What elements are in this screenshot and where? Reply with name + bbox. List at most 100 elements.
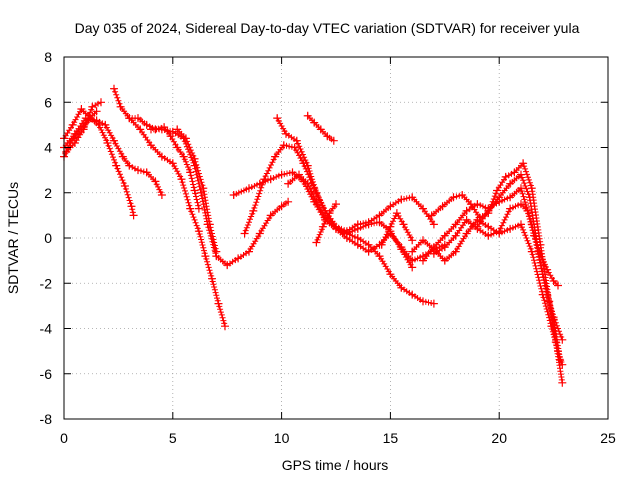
data-point xyxy=(303,161,312,170)
plus-marker xyxy=(118,174,125,181)
data-point xyxy=(120,182,129,190)
plus-marker xyxy=(212,289,219,296)
data-point xyxy=(177,175,186,184)
plus-marker xyxy=(352,233,358,240)
data-point xyxy=(408,290,417,299)
data-point xyxy=(495,193,504,202)
plus-marker xyxy=(112,159,119,166)
plus-marker xyxy=(115,97,122,104)
plus-marker xyxy=(530,254,537,261)
plus-marker xyxy=(536,254,543,261)
data-point xyxy=(353,234,362,242)
data-point xyxy=(249,206,258,215)
plus-marker xyxy=(100,132,107,139)
plus-marker xyxy=(260,179,267,186)
plus-marker xyxy=(88,116,95,123)
data-point xyxy=(419,204,427,213)
data-point xyxy=(97,98,105,107)
plus-marker xyxy=(501,216,508,223)
plus-marker xyxy=(456,192,463,199)
plus-marker xyxy=(192,158,199,165)
data-point xyxy=(125,114,134,123)
plus-marker xyxy=(213,292,220,299)
data-point xyxy=(303,179,312,188)
plus-marker xyxy=(198,179,205,186)
plus-marker xyxy=(309,178,316,185)
plus-marker xyxy=(522,232,529,239)
plus-marker xyxy=(122,185,129,192)
data-point xyxy=(332,224,340,233)
plus-marker xyxy=(548,305,555,312)
series-line xyxy=(233,171,435,305)
plus-marker xyxy=(129,209,136,216)
plus-marker xyxy=(504,195,511,202)
plus-marker xyxy=(191,216,198,223)
data-point xyxy=(134,166,142,175)
plus-marker xyxy=(315,234,322,241)
plus-marker xyxy=(137,167,144,174)
data-point xyxy=(475,213,484,222)
plus-marker xyxy=(317,229,324,235)
data-point xyxy=(70,129,79,138)
plus-marker xyxy=(114,94,121,101)
data-point xyxy=(397,283,406,292)
plus-marker xyxy=(360,220,367,227)
plus-marker xyxy=(259,181,266,188)
plus-marker xyxy=(524,237,531,244)
data-point xyxy=(495,227,504,236)
y-tick-label: -6 xyxy=(40,366,53,382)
plus-marker xyxy=(248,184,255,191)
plus-marker xyxy=(249,210,256,217)
data-point xyxy=(517,200,525,209)
plus-marker xyxy=(199,195,206,202)
plus-marker xyxy=(504,227,511,234)
axis-ticks xyxy=(63,56,609,420)
plus-marker xyxy=(321,221,328,227)
plus-marker xyxy=(248,213,255,220)
data-point xyxy=(240,229,249,238)
plus-marker xyxy=(197,176,204,183)
data-point xyxy=(375,218,384,227)
data-point xyxy=(506,179,515,188)
data-point xyxy=(221,322,229,331)
plus-marker xyxy=(115,168,122,175)
data-point xyxy=(266,211,275,220)
data-point xyxy=(190,154,199,163)
series-trace-15 xyxy=(377,209,417,249)
data-point xyxy=(194,204,203,213)
plus-marker xyxy=(125,194,132,201)
plus-marker xyxy=(319,202,326,209)
data-point xyxy=(190,186,199,195)
data-point xyxy=(353,220,362,229)
series-trace-06 xyxy=(125,114,229,331)
plus-marker xyxy=(221,320,228,327)
plus-marker xyxy=(546,300,553,306)
plus-marker xyxy=(217,306,224,313)
plus-marker xyxy=(195,167,201,174)
data-point xyxy=(427,211,436,220)
plus-marker xyxy=(195,180,202,187)
data-point xyxy=(408,256,417,265)
plus-marker xyxy=(522,199,529,206)
plus-marker xyxy=(525,213,532,220)
plus-marker xyxy=(196,231,203,237)
plus-marker xyxy=(174,168,181,175)
data-point xyxy=(392,209,401,218)
data-point xyxy=(501,172,510,181)
data-point xyxy=(234,254,243,263)
data-point xyxy=(147,141,155,150)
plus-marker xyxy=(81,123,88,130)
plus-marker xyxy=(203,255,210,262)
plus-marker xyxy=(164,127,171,134)
plus-marker xyxy=(124,191,131,198)
plus-marker xyxy=(203,203,210,210)
plus-marker xyxy=(186,202,193,209)
data-point xyxy=(312,197,321,206)
plus-marker xyxy=(194,164,201,171)
plus-marker xyxy=(190,181,197,188)
plus-marker xyxy=(99,129,106,136)
data-point xyxy=(110,136,118,145)
y-tick-label: 8 xyxy=(44,49,52,65)
plus-marker xyxy=(217,309,224,316)
plus-marker xyxy=(193,161,200,168)
